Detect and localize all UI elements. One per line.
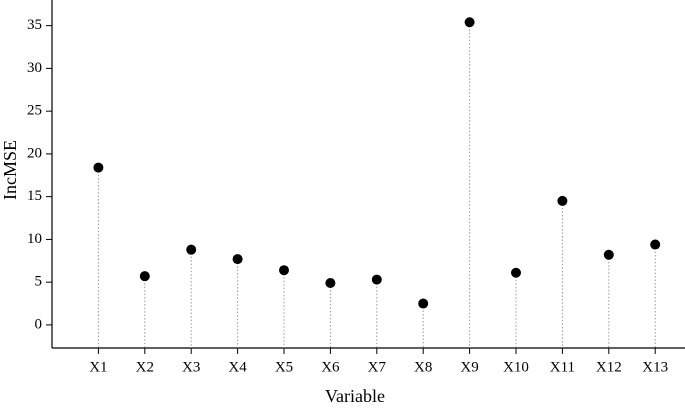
dot xyxy=(232,254,243,265)
x-tick-label: X7 xyxy=(368,359,387,375)
x-tick-label: X9 xyxy=(460,359,478,375)
x-tick-label: X4 xyxy=(228,359,247,375)
x-tick-label: X5 xyxy=(275,359,293,375)
dot xyxy=(650,239,661,250)
dot xyxy=(279,265,289,276)
dot xyxy=(139,271,150,282)
dot xyxy=(418,298,429,309)
dot xyxy=(603,249,614,260)
dot xyxy=(93,162,104,173)
y-tick-label: 5 xyxy=(35,274,43,290)
y-axis-title: IncMSE xyxy=(0,140,20,200)
y-tick-label: 0 xyxy=(35,316,43,332)
y-tick-label: 25 xyxy=(27,103,42,119)
x-tick-label: X2 xyxy=(136,359,154,375)
y-tick-label: 35 xyxy=(27,17,42,33)
x-tick-label: X3 xyxy=(182,359,200,375)
x-tick-label: X6 xyxy=(321,359,340,375)
y-tick-label: 15 xyxy=(27,188,42,204)
x-tick-label: X1 xyxy=(89,359,107,375)
dot xyxy=(371,274,382,285)
y-tick-label: 10 xyxy=(27,231,42,247)
x-tick-label: X12 xyxy=(596,359,622,375)
dot xyxy=(511,267,521,278)
y-tick-label: 20 xyxy=(27,145,42,161)
dot xyxy=(186,244,197,255)
dot xyxy=(464,17,475,28)
dot xyxy=(325,278,336,289)
x-tick-label: X13 xyxy=(642,359,668,375)
x-axis-title: Variable xyxy=(325,386,385,406)
dot xyxy=(557,195,568,206)
x-tick-label: X11 xyxy=(550,359,575,375)
x-tick-label: X10 xyxy=(503,359,529,375)
y-tick-label: 30 xyxy=(27,60,42,76)
x-tick-label: X8 xyxy=(414,359,432,375)
